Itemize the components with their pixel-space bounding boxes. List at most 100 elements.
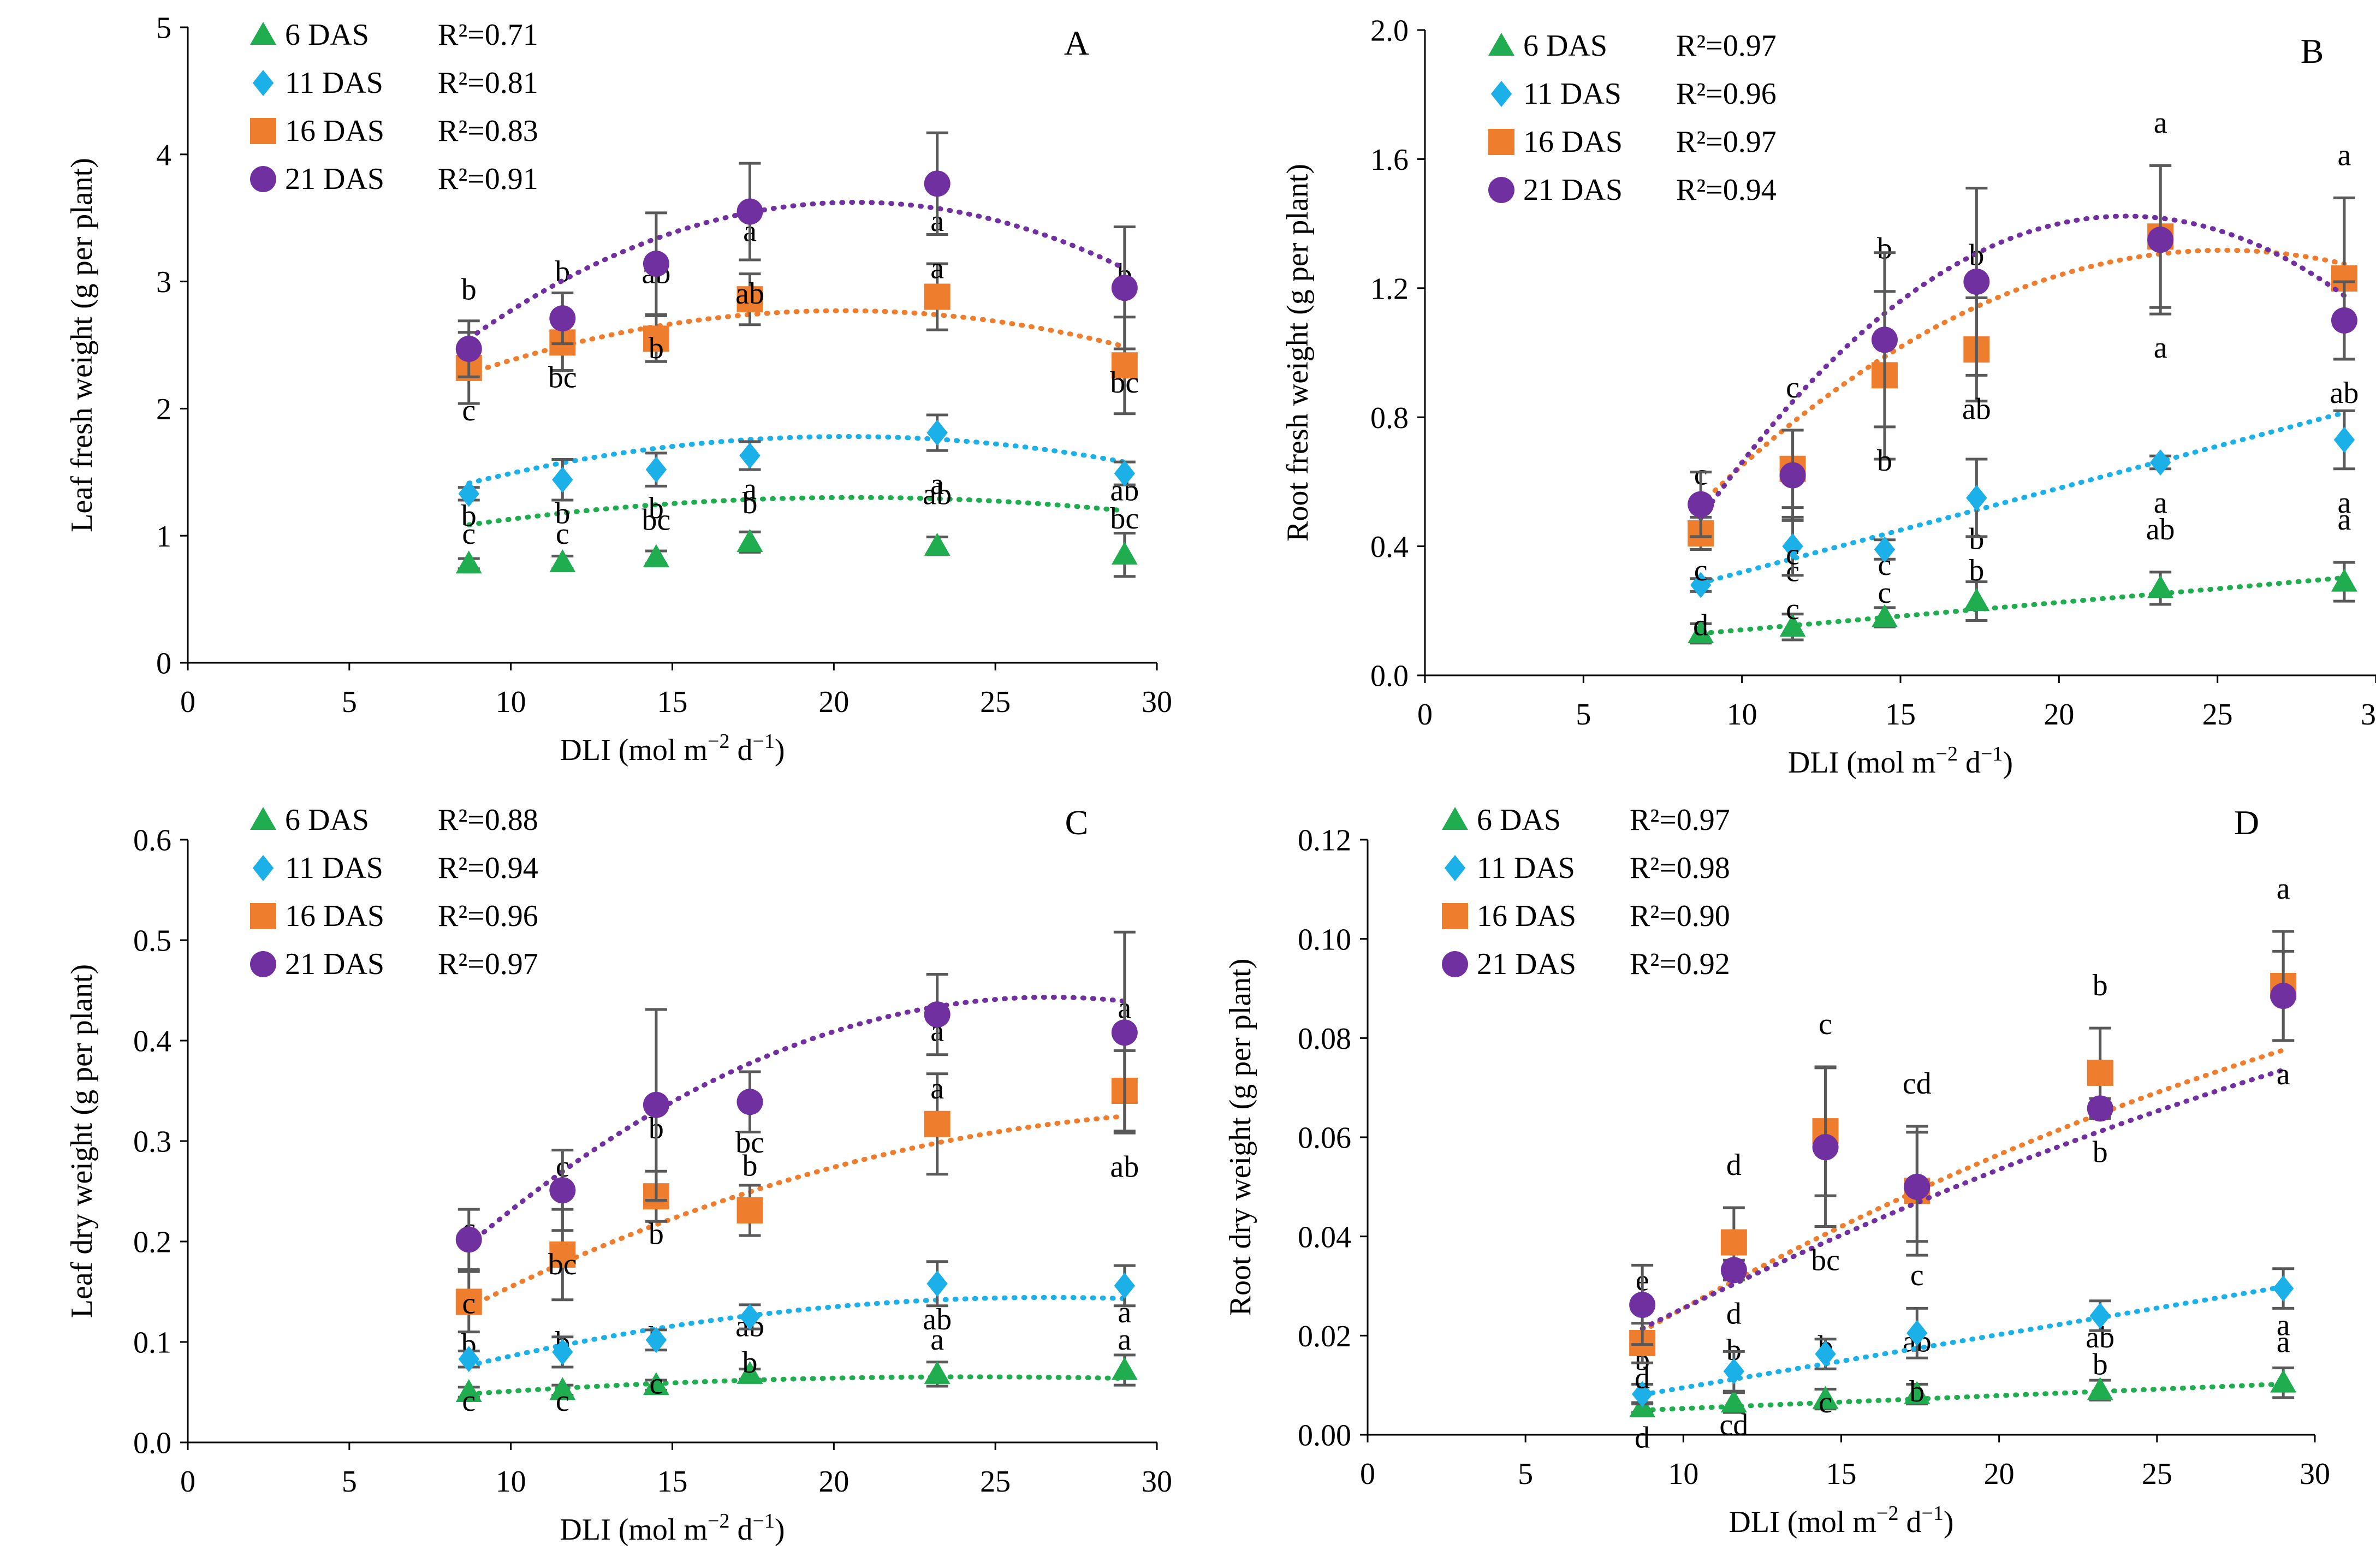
x-tick-label: 25 — [2142, 1457, 2172, 1491]
data-point — [924, 1001, 951, 1028]
x-tick-label: 30 — [2300, 1457, 2330, 1491]
data-point — [1720, 1389, 1747, 1412]
data-point — [924, 170, 951, 197]
series-11-das: d c cba a — [1690, 409, 2355, 642]
legend-series-name: 11 DAS — [285, 851, 383, 885]
significance-letter: d — [1726, 1297, 1742, 1331]
significance-letter: bc — [641, 503, 670, 537]
legend-series-name: 16 DAS — [1477, 899, 1576, 933]
significance-letter: a — [2338, 138, 2351, 172]
trend-line — [1698, 410, 2347, 586]
y-tick-label: 0.04 — [1298, 1220, 1351, 1254]
x-tick-label: 0 — [180, 1465, 195, 1499]
significance-letter: c — [1910, 1258, 1924, 1292]
data-point — [1815, 1340, 1836, 1367]
x-tick-label: 15 — [1885, 698, 1916, 732]
legend-item: 21 DAS R²=0.94 — [1488, 173, 1777, 207]
significance-letter: c — [1819, 1386, 1832, 1419]
legend-marker — [250, 166, 276, 192]
trend-line — [466, 994, 1127, 1248]
series-6-das: bbbababa — [455, 1296, 1138, 1402]
legend-marker — [250, 118, 276, 144]
x-tick-label: 15 — [657, 1465, 688, 1499]
significance-letter: c — [462, 1287, 476, 1321]
x-tick-label: 30 — [1142, 1465, 1172, 1499]
significance-letter: b — [2093, 1135, 2108, 1169]
legend-marker — [250, 22, 276, 45]
panel-c: 0.0 0.1 0.2 0.3 0.4 0.5 0.6 0 5 10 15 20 25 30 DLI (mo… — [65, 803, 1172, 1547]
x-tick-label: 5 — [342, 685, 357, 719]
y-tick-label: 0.6 — [133, 824, 171, 858]
legend-item: 6 DAS R²=0.97 — [1442, 803, 1730, 837]
legend-marker — [1488, 177, 1514, 203]
data-point — [736, 528, 763, 552]
legend-item: 16 DAS R²=0.97 — [1488, 125, 1777, 159]
legend-marker — [1444, 855, 1466, 881]
x-tick-label: 25 — [2202, 698, 2233, 732]
significance-letter: ab — [923, 1303, 952, 1337]
significance-letter: c — [462, 394, 476, 427]
y-tick-label: 0.4 — [1370, 530, 1409, 564]
significance-letter: b — [555, 255, 570, 289]
legend-r2: R²=0.97 — [1676, 125, 1777, 159]
data-point — [1114, 460, 1136, 487]
panel-a: 0 1 2 3 4 5 0 5 10 15 20 25 30 DLI (mol m−2 d−1) Leaf … — [65, 11, 1172, 767]
x-tick-label: 25 — [980, 1465, 1011, 1499]
significance-letter: bc — [1110, 366, 1139, 400]
data-point — [1720, 1257, 1747, 1284]
significance-letter: c — [462, 517, 476, 551]
significance-letter: b — [555, 496, 570, 530]
data-point — [1963, 588, 1990, 611]
data-point — [736, 286, 763, 313]
legend-r2: R²=0.90 — [1630, 899, 1730, 933]
data-point — [1111, 275, 1138, 301]
legend-r2: R²=0.97 — [438, 947, 538, 981]
legend-item: 11 DAS R²=0.94 — [252, 851, 538, 885]
data-point — [736, 1197, 763, 1223]
x-tick-label: 30 — [1142, 685, 1172, 719]
significance-letter: c — [1786, 592, 1799, 626]
legend-series-name: 16 DAS — [285, 899, 384, 933]
data-point — [1688, 491, 1714, 518]
data-point — [736, 198, 763, 225]
legend-item: 21 DAS R²=0.91 — [250, 162, 538, 196]
data-point — [2272, 1275, 2294, 1302]
significance-letter: c — [1819, 1007, 1832, 1041]
legend-series-name: 6 DAS — [285, 18, 369, 52]
legend-r2: R²=0.91 — [438, 162, 538, 196]
panel-label: D — [2234, 803, 2259, 842]
significance-letter: a — [930, 467, 944, 501]
legend-series-name: 21 DAS — [285, 947, 384, 981]
x-tick-label: 5 — [1518, 1457, 1533, 1491]
significance-letter: a — [2338, 486, 2351, 520]
legend-series-name: 6 DAS — [1477, 803, 1561, 837]
significance-letter: b — [1909, 1375, 1924, 1409]
y-axis-title: Root fresh weight (g per plant) — [1281, 164, 1315, 542]
significance-letter: a — [930, 251, 944, 285]
significance-letter: a — [930, 1323, 944, 1357]
significance-letter: b — [2093, 969, 2108, 1002]
significance-letter: bc — [1811, 1244, 1840, 1278]
data-point — [1111, 1357, 1138, 1380]
legend-series-name: 11 DAS — [285, 66, 383, 100]
data-point — [739, 1304, 761, 1330]
data-point — [455, 550, 482, 574]
legend-r2: R²=0.94 — [438, 851, 538, 885]
data-point — [552, 1339, 573, 1365]
legend-r2: R²=0.97 — [1676, 29, 1777, 63]
data-point — [736, 1361, 763, 1384]
legend-series-name: 16 DAS — [1523, 125, 1623, 159]
data-point — [645, 1327, 667, 1353]
x-axis-title: DLI (mol m−2 d−1) — [560, 1510, 785, 1547]
y-tick-label: 2.0 — [1370, 14, 1409, 48]
legend-marker — [1442, 807, 1468, 830]
y-tick-label: 0.4 — [133, 1025, 171, 1059]
y-tick-label: 1.2 — [1370, 272, 1409, 306]
significance-letter: cd — [1903, 1067, 1932, 1101]
trend-line — [466, 308, 1127, 376]
significance-letter: a — [2154, 106, 2167, 140]
x-tick-label: 0 — [180, 685, 195, 719]
legend-marker — [1490, 81, 1512, 107]
data-point — [549, 549, 576, 573]
legend-series-name: 6 DAS — [285, 803, 369, 837]
